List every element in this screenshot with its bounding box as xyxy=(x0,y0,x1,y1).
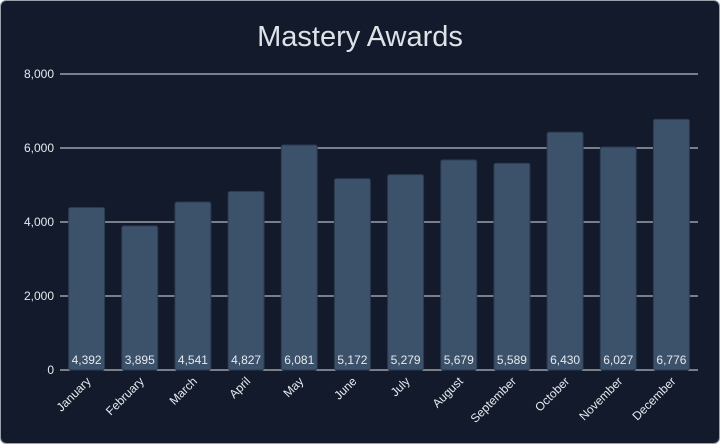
data-label: 6,027 xyxy=(603,353,633,367)
bar-september xyxy=(493,162,531,371)
data-label: 5,589 xyxy=(497,353,527,367)
data-label: 6,081 xyxy=(284,353,314,367)
bar-march xyxy=(174,201,212,371)
y-tick-label: 4,000 xyxy=(24,215,54,229)
gridlines xyxy=(60,73,698,371)
data-label: 4,827 xyxy=(231,353,261,367)
data-label: 6,430 xyxy=(550,353,580,367)
data-label: 5,679 xyxy=(444,353,474,367)
bar-july xyxy=(387,174,425,371)
bar-june xyxy=(333,178,371,371)
data-label: 5,279 xyxy=(391,353,421,367)
bar-may xyxy=(280,144,318,371)
chart-title: Mastery Awards xyxy=(257,21,463,53)
bars xyxy=(68,118,690,371)
bar-august xyxy=(440,159,478,371)
bar-april xyxy=(227,190,265,371)
bar-october xyxy=(546,131,584,371)
data-label: 6,776 xyxy=(656,353,686,367)
bar-february xyxy=(121,225,159,371)
bar-december xyxy=(652,118,690,371)
y-tick-label: 8,000 xyxy=(24,67,54,81)
y-tick-label: 6,000 xyxy=(24,141,54,155)
y-tick-label: 2,000 xyxy=(24,289,54,303)
bar-january xyxy=(68,206,106,371)
y-axis: 0 2,000 4,000 6,000 8,000 xyxy=(24,67,54,377)
y-tick-label: 0 xyxy=(47,363,54,377)
data-labels: 4,392 3,895 4,541 4,827 6,081 5,172 5,279 5,679… xyxy=(72,353,687,367)
data-label: 3,895 xyxy=(125,353,155,367)
data-label: 4,392 xyxy=(72,353,102,367)
data-label: 4,541 xyxy=(178,353,208,367)
data-label: 5,172 xyxy=(337,353,367,367)
bar-november xyxy=(599,146,637,371)
